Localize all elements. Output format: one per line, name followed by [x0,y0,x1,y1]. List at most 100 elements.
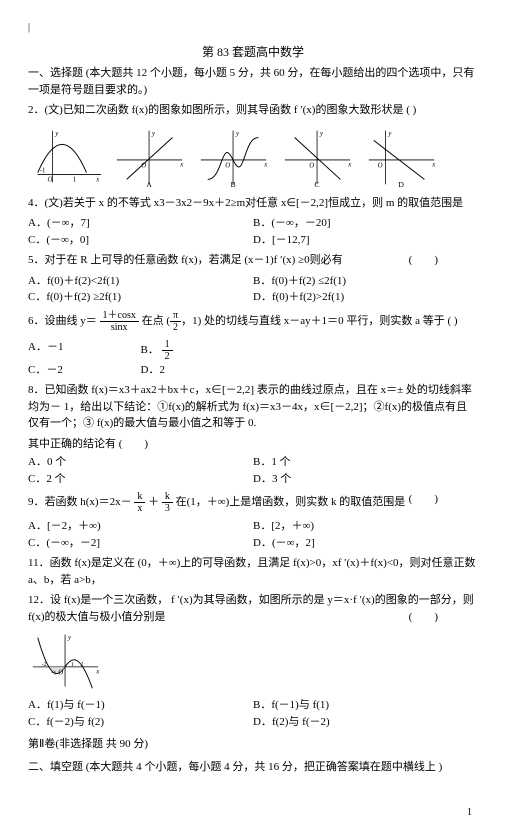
q9-frac-2: k 3 [162,491,173,514]
chart-option-d: y x O D [364,125,442,189]
q5-opt-b: B．f(0)＋f(2) ≤2f(1) [253,273,478,290]
page-title: 第 83 套题高中数学 [28,43,478,61]
q6-frac-num: 1＋cosx [100,310,139,322]
q9-post: 在(1，＋∞)上是增函数，则实数 k 的取值范围是 [176,496,406,508]
q6-options-row1: A．－1 B． 1 2 [28,339,478,362]
svg-text:B: B [230,180,235,189]
q9-f2d: 3 [162,503,173,514]
q5-text: 5．对于在 R 上可导的任意函数 f(x)，若满足 (x－1)f ′(x) ≥0… [28,254,343,266]
q2-charts: y x O 1 -1 y x O A y x O B y x O C y x O [28,125,478,189]
q6-pt-num: π [170,310,181,322]
q6-opt-a: A．－1 [28,339,141,362]
svg-text:A: A [146,180,152,189]
q6-b-den: 2 [162,351,173,362]
question-4: 4．(文)若关于 x 的不等式 x3－3x2－9x＋2≥m对任意 x∈[－2,2… [28,195,478,212]
question-2: 2．(文)已知二次函数 f(x)的图象如图所示，则其导函数 f ′(x)的图象大… [28,102,478,119]
q4-opt-b: B．(－∞，－20] [253,215,478,232]
svg-text:2: 2 [81,662,84,668]
q6-b-pre: B． [141,344,159,356]
q8-opt-b: B．1 个 [253,454,478,471]
q5-opt-d: D．f(0)＋f(2)>2f(1) [253,289,478,306]
page-number: 1 [28,805,478,820]
q6-post: 处的切线与直线 x－ay＋1＝0 平行，则实数 a 等于 ( ) [204,315,458,327]
q5-opt-c: C．f(0)＋f(2) ≥2f(1) [28,289,253,306]
q9-opt-a: A．[－2，＋∞) [28,518,253,535]
q8-sub: 其中正确的结论有 ( ) [28,436,478,453]
section-2b: 二、填空题 (本大题共 4 个小题，每小题 4 分，共 16 分，把正确答案填在… [28,759,478,776]
q6-pre: 6．设曲线 y＝ [28,315,97,327]
q9-f2n: k [162,491,173,503]
chart-q12: y x O -2 -1 1 2 [28,629,106,693]
q6-b-frac: 1 2 [162,339,173,362]
q6-options-row2: C．－2 D．2 [28,362,478,379]
svg-text:O: O [58,670,63,677]
question-8: 8．已知函数 f(x)＝x3＋ax2＋bx＋c，x∈[－2,2] 表示的曲线过原… [28,382,478,432]
svg-text:D: D [398,180,404,189]
q12-opt-b: B．f(－1)与 f(1) [253,697,478,714]
q6-opt-c: C．－2 [28,362,141,379]
q9-pre: 9．若函数 h(x)＝2x－ [28,496,132,508]
q12-opt-a: A．f(1)与 f(－1) [28,697,253,714]
q9-f1d: x [134,503,145,514]
page-marker: | [28,20,478,35]
q8-options: A．0 个 B．1 个 C．2 个 D．3 个 [28,454,478,487]
q6-fraction-1: 1＋cosx sinx [100,310,139,333]
svg-text:-1: -1 [51,671,56,677]
section-2a: 第Ⅱ卷(非选择题 共 90 分) [28,736,478,753]
q12-opt-c: C．f(－2)与 f(2) [28,714,253,731]
chart-option-a: y x O A [112,125,190,189]
q4-options: A．(－∞，7] B．(－∞，－20] C．(－∞，0] D．[－12,7] [28,215,478,248]
q12-opt-d: D．f(2)与 f(－2) [253,714,478,731]
q8-opt-a: A．0 个 [28,454,253,471]
svg-text:O: O [141,162,146,169]
q9-mid: ＋ [148,496,159,508]
svg-text:-2: -2 [42,662,47,668]
svg-text:x: x [179,161,183,168]
question-6: 6．设曲线 y＝ 1＋cosx sinx 在点 ( π 2 ，1) 处的切线与直… [28,310,478,333]
svg-text:O: O [378,162,383,169]
svg-text:x: x [95,669,99,676]
q12-options: A．f(1)与 f(－1) B．f(－1)与 f(1) C．f(－2)与 f(2… [28,697,478,730]
svg-text:O: O [48,176,53,183]
q6-opt-d: D．2 [141,362,254,379]
q8-sub-text: 其中正确的结论有 [28,438,116,450]
q5-paren: ( ) [409,252,438,269]
svg-text:O: O [309,162,314,169]
svg-text:O: O [225,162,230,169]
q6-mid2: ，1 [181,315,198,327]
question-11: 11．函数 f(x)是定义在 (0，＋∞)上的可导函数，且满足 f(x)>0，x… [28,555,478,588]
q6-frac-den: sinx [100,322,139,333]
question-9: 9．若函数 h(x)＝2x－ k x ＋ k 3 在(1，＋∞)上是增函数，则实… [28,491,478,514]
svg-text:y: y [151,130,156,137]
q8-paren: ( ) [119,438,148,450]
q9-f1n: k [134,491,145,503]
q12-paren: ( ) [409,609,438,626]
svg-text:C: C [314,180,319,189]
q6-mid1: 在点 [142,315,164,327]
chart-option-c: y x O C [280,125,358,189]
q6-opt-b: B． 1 2 [141,339,254,362]
q12-text: 12．设 f(x)是一个三次函数， f ′(x)为其导函数，如图所示的是 y＝x… [28,594,474,623]
q5-options: A．f(0)＋f(2)<2f(1) B．f(0)＋f(2) ≤2f(1) C．f… [28,273,478,306]
q9-paren: ( ) [409,491,438,508]
svg-text:y: y [54,130,59,137]
chart-option-b: y x O B [196,125,274,189]
q4-opt-d: D．[－12,7] [253,232,478,249]
q8-opt-c: C．2 个 [28,471,253,488]
q9-opt-b: B．[2，＋∞) [253,518,478,535]
svg-text:x: x [347,161,351,168]
q9-options: A．[－2，＋∞) B．[2，＋∞) C．(－∞，－2] D．(－∞，2] [28,518,478,551]
q6-fraction-pt: π 2 [170,310,181,333]
svg-text:x: x [263,161,267,168]
svg-text:y: y [319,130,324,137]
question-5: 5．对于在 R 上可导的任意函数 f(x)，若满足 (x－1)f ′(x) ≥0… [28,252,478,269]
svg-text:1: 1 [71,662,74,668]
svg-text:-1: -1 [40,167,46,174]
svg-text:y: y [387,130,392,137]
svg-text:y: y [235,130,240,137]
svg-text:x: x [431,161,435,168]
q9-opt-c: C．(－∞，－2] [28,535,253,552]
question-12: 12．设 f(x)是一个三次函数， f ′(x)为其导函数，如图所示的是 y＝x… [28,592,478,625]
q8-opt-d: D．3 个 [253,471,478,488]
svg-text:1: 1 [73,176,76,183]
